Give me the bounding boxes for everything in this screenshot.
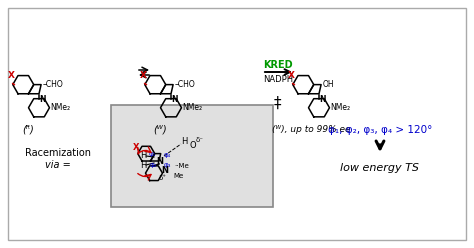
- Text: N: N: [162, 166, 169, 175]
- Text: NMe₂: NMe₂: [51, 103, 71, 112]
- Text: N: N: [39, 95, 46, 104]
- Text: H: H: [140, 152, 146, 160]
- Text: (ᴿ): (ᴿ): [23, 125, 35, 135]
- Text: –CHO: –CHO: [174, 80, 195, 89]
- Text: Racemization: Racemization: [25, 148, 91, 158]
- Text: X: X: [8, 71, 15, 80]
- Text: φ₃: φ₃: [164, 162, 171, 168]
- Text: via =: via =: [45, 160, 71, 170]
- Text: X: X: [133, 143, 139, 152]
- Text: (ᵂ): (ᵂ): [154, 125, 167, 135]
- Text: δ⁻: δ⁻: [196, 137, 204, 143]
- Text: OH: OH: [322, 80, 334, 89]
- Text: φ₁, φ₂, φ₃, φ₄ > 120°: φ₁, φ₂, φ₃, φ₄ > 120°: [328, 125, 432, 135]
- Text: NMe₂: NMe₂: [330, 103, 351, 112]
- Text: N: N: [156, 156, 164, 165]
- Text: φ₁: φ₁: [148, 151, 155, 157]
- Text: NADPH: NADPH: [263, 74, 293, 84]
- Text: ··Me: ··Me: [174, 163, 189, 169]
- Text: O: O: [190, 142, 196, 151]
- Text: φ₂: φ₂: [149, 162, 157, 168]
- Text: X: X: [140, 71, 146, 80]
- Text: (ᵂ), up to 99% ee: (ᵂ), up to 99% ee: [273, 125, 351, 134]
- Text: ‡: ‡: [273, 95, 281, 111]
- Text: X: X: [288, 71, 295, 80]
- Text: φ₄: φ₄: [164, 152, 171, 158]
- Text: NMe₂: NMe₂: [182, 103, 203, 112]
- Text: low energy TS: low energy TS: [340, 163, 419, 173]
- Text: δ⁺: δ⁺: [159, 175, 167, 181]
- Text: H: H: [140, 161, 146, 171]
- Text: N: N: [319, 95, 326, 104]
- Text: –CHO: –CHO: [42, 80, 63, 89]
- Text: Me: Me: [173, 173, 183, 179]
- Text: N: N: [172, 95, 178, 104]
- Text: H: H: [181, 137, 187, 147]
- Text: KRED: KRED: [263, 60, 293, 70]
- FancyBboxPatch shape: [111, 105, 273, 207]
